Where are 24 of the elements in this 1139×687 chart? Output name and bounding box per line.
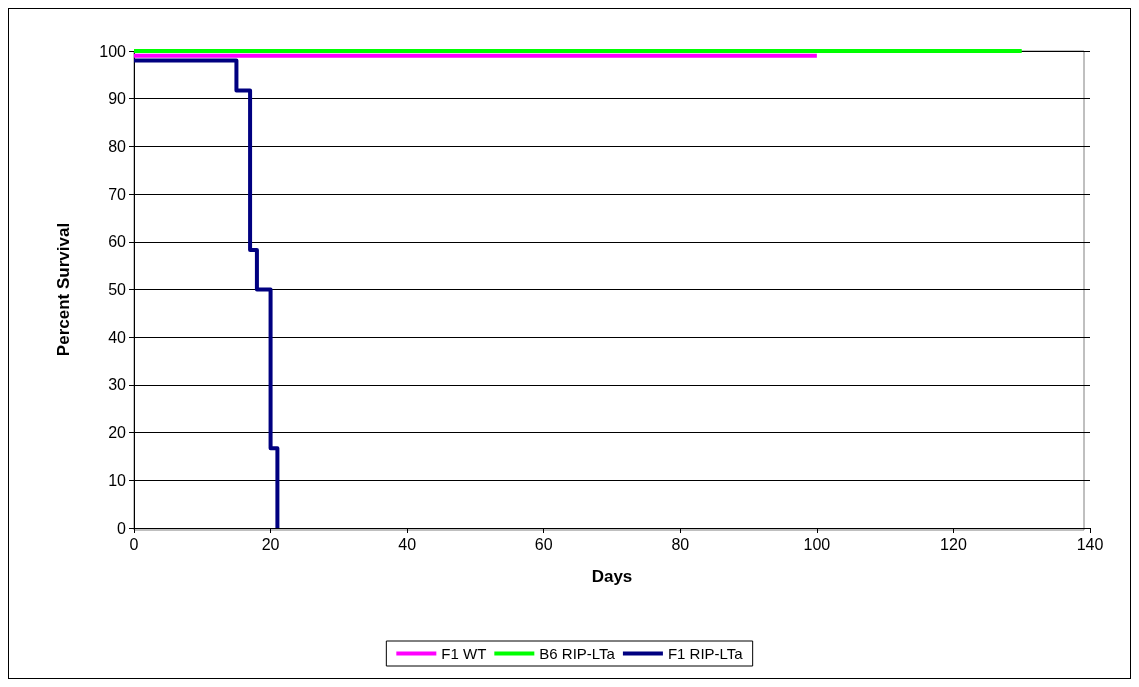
x-tick-label: 80 bbox=[671, 535, 690, 553]
x-tick-label: 120 bbox=[940, 535, 967, 553]
x-tick-label: 100 bbox=[803, 535, 831, 553]
x-tick-label: 60 bbox=[534, 535, 553, 553]
legend-label: F1 WT bbox=[441, 645, 487, 662]
y-tick-label: 90 bbox=[108, 90, 127, 108]
y-tick-label: 40 bbox=[108, 328, 127, 346]
y-tick-label: 60 bbox=[108, 233, 127, 251]
y-tick-label: 30 bbox=[108, 376, 127, 394]
y-axis-title: Percent Survival bbox=[54, 222, 73, 357]
x-tick-label: 20 bbox=[261, 535, 280, 553]
y-tick-label: 100 bbox=[99, 42, 127, 60]
y-tick-label: 10 bbox=[108, 471, 127, 489]
x-tick-label: 40 bbox=[398, 535, 417, 553]
y-tick-label: 50 bbox=[108, 281, 127, 298]
x-axis-title: Days bbox=[591, 567, 633, 586]
y-tick-label: 70 bbox=[108, 185, 127, 203]
y-tick-label: 20 bbox=[108, 424, 127, 442]
y-tick-label: 80 bbox=[108, 137, 127, 155]
y-tick-label: 0 bbox=[117, 519, 127, 537]
legend-label: F1 RIP-LTa bbox=[667, 645, 744, 662]
legend-label: B6 RIP-LTa bbox=[539, 645, 616, 662]
x-tick-label: 140 bbox=[1076, 535, 1104, 553]
x-tick-label: 0 bbox=[129, 535, 139, 553]
